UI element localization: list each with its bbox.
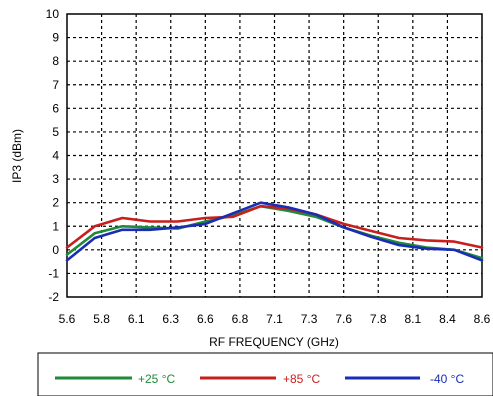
x-tick-label: 6.8 xyxy=(232,312,249,326)
x-axis-title: RF FREQUENCY (GHz) xyxy=(209,335,339,349)
y-tick-label: 10 xyxy=(46,7,60,21)
legend: +25 °C +85 °C -40 °C xyxy=(55,372,464,386)
x-tick-label: 6.3 xyxy=(162,312,179,326)
plot-frame xyxy=(66,13,483,298)
y-tick-label: 9 xyxy=(52,31,59,45)
legend-label: +25 °C xyxy=(138,372,175,386)
y-tick-labels: -2 -1 0 1 2 3 4 5 6 7 8 9 10 xyxy=(46,7,60,304)
y-tick-label: 1 xyxy=(52,219,59,233)
y-tick-label: 6 xyxy=(52,101,59,115)
y-tick-label: 2 xyxy=(52,196,59,210)
x-tick-label: 8.4 xyxy=(439,312,456,326)
x-tick-label: 5.8 xyxy=(93,312,110,326)
x-tick-label: 5.6 xyxy=(59,312,76,326)
series-line xyxy=(65,201,484,262)
y-tick-label: 0 xyxy=(52,243,59,257)
x-tick-labels: 5.6 5.8 6.1 6.3 6.6 6.8 7.1 7.3 7.6 7.8 8.1 8.4 8.6 xyxy=(59,312,491,326)
y-axis-title: IP3 (dBm) xyxy=(10,129,24,183)
y-tick-label: 7 xyxy=(52,78,59,92)
y-tick-label: -1 xyxy=(48,266,59,280)
y-tick-label: 5 xyxy=(52,125,59,139)
legend-label: -40 °C xyxy=(430,372,464,386)
x-tick-label: 8.1 xyxy=(404,312,421,326)
x-tick-label: 6.1 xyxy=(128,312,145,326)
legend-box xyxy=(37,352,493,396)
series-layer xyxy=(65,201,484,262)
x-tick-label: 7.1 xyxy=(266,312,283,326)
x-tick-label: 7.8 xyxy=(370,312,387,326)
y-tick-label: 3 xyxy=(52,172,59,186)
y-tick-label: -2 xyxy=(48,290,59,304)
x-tick-label: 7.6 xyxy=(335,312,352,326)
y-tick-label: 4 xyxy=(52,149,59,163)
grid xyxy=(67,14,482,297)
legend-label: +85 °C xyxy=(283,372,320,386)
y-tick-label: 8 xyxy=(52,54,59,68)
x-tick-label: 6.6 xyxy=(197,312,214,326)
x-tick-label: 7.3 xyxy=(301,312,318,326)
series-line xyxy=(65,204,484,249)
x-tick-label: 8.6 xyxy=(474,312,491,326)
